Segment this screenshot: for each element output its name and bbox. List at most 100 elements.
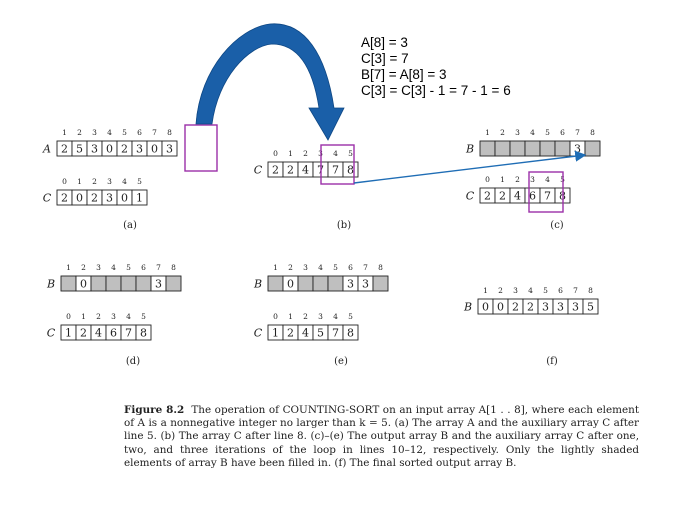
index-label: 7 — [152, 128, 157, 137]
array-cell — [554, 140, 571, 157]
array-a-C: C 2 0 2 3 0 10 1 2 3 4 5 — [43, 177, 148, 206]
cell-value: 2 — [121, 143, 128, 156]
array-cell — [135, 275, 152, 292]
array-cell — [509, 140, 526, 157]
array-name: C — [466, 190, 475, 203]
index-label: 2 — [77, 128, 82, 137]
array-c-C: C 2 2 4 6 7 80 1 2 3 4 5 — [466, 175, 571, 204]
index-label: 4 — [107, 128, 112, 137]
cell-value: 7 — [332, 327, 339, 340]
index-label: 8 — [171, 263, 176, 272]
array-cell — [165, 275, 182, 292]
index-label: 5 — [543, 286, 548, 295]
cell-value: 3 — [362, 278, 369, 291]
index-label: 4 — [111, 263, 116, 272]
array-e-C: C 1 2 4 5 7 80 1 2 3 4 5 — [254, 312, 359, 341]
cell-value: 5 — [317, 327, 324, 340]
cell-value: 8 — [347, 327, 354, 340]
annotation-line: B[7] = A[8] = 3 — [361, 67, 447, 82]
index-label: 4 — [545, 175, 550, 184]
index-label: 3 — [515, 128, 520, 137]
index-label: 5 — [122, 128, 127, 137]
index-label: 0 — [485, 175, 490, 184]
cell-value: 6 — [529, 190, 536, 203]
cell-value: 5 — [587, 301, 594, 314]
cell-value: 2 — [61, 143, 68, 156]
index-label: 6 — [141, 263, 146, 272]
index-label: 5 — [348, 312, 353, 321]
array-cell — [327, 275, 344, 292]
cell-value: 3 — [574, 143, 581, 156]
index-label: 7 — [363, 263, 368, 272]
panels: A 2 5 3 0 2 3 0 31 2 3 4 5 6 7 8C 2 0 2 3 0 10 1 2 3 4 5(a)C 2 2 4 7 7 8… — [42, 128, 601, 367]
array-cell — [131, 189, 148, 206]
index-label: 8 — [588, 286, 593, 295]
cell-value: 3 — [106, 192, 113, 205]
index-label: 3 — [111, 312, 116, 321]
cell-value: 3 — [155, 278, 162, 291]
index-label: 5 — [126, 263, 131, 272]
index-label: 2 — [303, 312, 308, 321]
panel-label-d: (d) — [126, 356, 140, 367]
cell-value: 0 — [151, 143, 158, 156]
array-a-A: A 2 5 3 0 2 3 0 31 2 3 4 5 6 7 8 — [42, 128, 178, 157]
cell-value: 1 — [272, 327, 279, 340]
cell-value: 4 — [95, 327, 102, 340]
cell-value: 0 — [106, 143, 113, 156]
cell-value: 2 — [80, 327, 87, 340]
array-cell — [120, 275, 137, 292]
array-name: A — [42, 143, 51, 156]
cell-value: 2 — [527, 301, 534, 314]
index-label: 8 — [378, 263, 383, 272]
index-label: 7 — [573, 286, 578, 295]
array-name: C — [43, 192, 52, 205]
index-label: 0 — [66, 312, 71, 321]
panel-label-e: (e) — [334, 356, 348, 367]
cell-value: 6 — [110, 327, 117, 340]
index-label: 3 — [513, 286, 518, 295]
thin-arrow-icon — [353, 150, 587, 184]
index-label: 3 — [303, 263, 308, 272]
index-label: 3 — [318, 312, 323, 321]
array-cell — [267, 275, 284, 292]
cell-value: 1 — [65, 327, 72, 340]
index-label: 8 — [167, 128, 172, 137]
array-cell — [539, 140, 556, 157]
index-label: 5 — [333, 263, 338, 272]
array-c-B: B 3 1 2 3 4 5 6 7 8 — [465, 128, 601, 157]
index-label: 1 — [81, 312, 86, 321]
cell-value: 0 — [121, 192, 128, 205]
cell-value: 7 — [332, 164, 339, 177]
cell-value: 2 — [287, 164, 294, 177]
index-label: 1 — [288, 149, 293, 158]
array-cell — [494, 140, 511, 157]
index-label: 0 — [62, 177, 67, 186]
index-label: 2 — [498, 286, 503, 295]
index-label: 1 — [77, 177, 82, 186]
highlight-box-c3-c — [528, 171, 564, 213]
index-label: 6 — [348, 263, 353, 272]
array-cell — [372, 275, 389, 292]
cell-value: 2 — [61, 192, 68, 205]
index-label: 4 — [530, 128, 535, 137]
cell-value: 8 — [140, 327, 147, 340]
index-label: 0 — [273, 312, 278, 321]
panel-label-f: (f) — [546, 356, 558, 367]
cell-value: 0 — [287, 278, 294, 291]
array-d-C: C 1 2 4 6 7 80 1 2 3 4 5 — [47, 312, 152, 341]
array-name: C — [47, 327, 56, 340]
array-name: C — [254, 164, 263, 177]
index-label: 2 — [500, 128, 505, 137]
index-label: 1 — [500, 175, 505, 184]
cell-value: 2 — [499, 190, 506, 203]
highlight-box-a8 — [184, 124, 218, 172]
figure-caption: Figure 8.2 The operation of COUNTING-SOR… — [124, 404, 639, 470]
index-label: 5 — [545, 128, 550, 137]
index-label: 7 — [575, 128, 580, 137]
cell-value: 3 — [572, 301, 579, 314]
index-label: 2 — [288, 263, 293, 272]
array-name: B — [46, 278, 55, 291]
array-cell — [582, 298, 599, 315]
cell-value: 7 — [544, 190, 551, 203]
cell-value: 0 — [497, 301, 504, 314]
